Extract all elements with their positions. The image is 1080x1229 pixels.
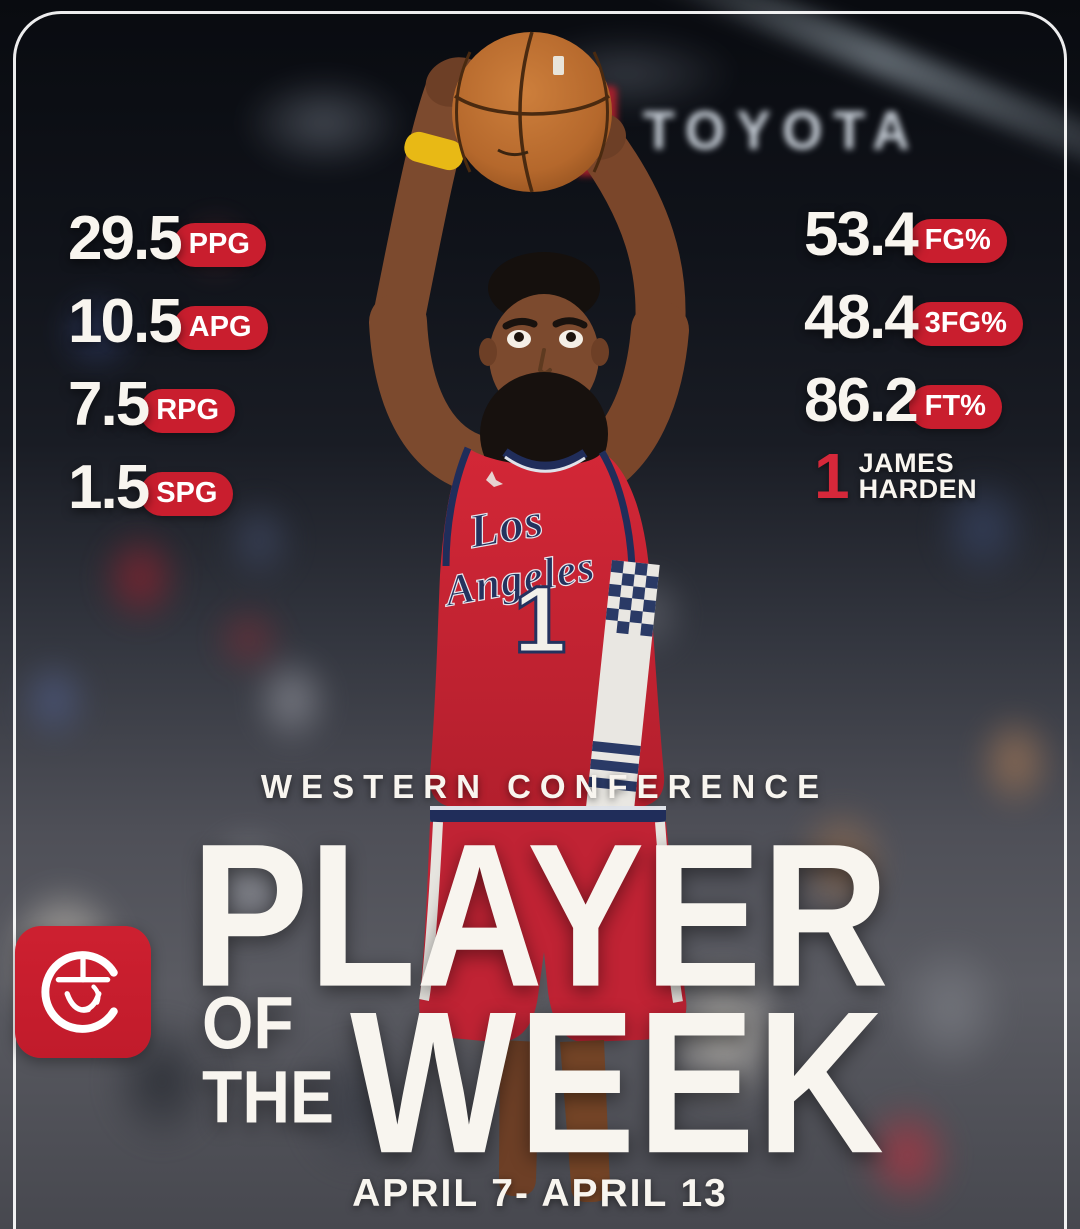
stat-row-3fg: 48.4 3FG% [804, 287, 1023, 349]
stat-row-spg: 1.5 SPG [68, 457, 268, 519]
title-the: THE [202, 1055, 334, 1139]
stat-value-ppg: 29.5 [68, 204, 183, 273]
nba-logo-icon [553, 56, 564, 75]
player-first-name: JAMES [858, 448, 955, 478]
stat-value-fg: 53.4 [804, 200, 919, 269]
stat-row-fg: 53.4 FG% [804, 204, 1023, 266]
player-rank-block: 1 JAMES HARDEN [814, 440, 978, 512]
jersey-number: 1 [514, 567, 567, 673]
stats-right-column: 53.4 FG% 48.4 3FG% 86.2 FT% [804, 204, 1023, 453]
rank-number: 1 [814, 440, 850, 512]
jersey: Los Angeles 1 [429, 446, 665, 814]
jumpman-logo-icon [486, 471, 503, 487]
ball-brand-mark [497, 148, 529, 157]
stat-value-ft: 86.2 [804, 366, 919, 435]
yellow-wristband [404, 131, 464, 171]
stat-label-apg: APG [172, 306, 268, 350]
stat-label-3fg: 3FG% [908, 302, 1023, 346]
stat-value-apg: 10.5 [68, 287, 183, 356]
stat-label-rpg: RPG [140, 389, 236, 433]
shorts [419, 806, 687, 1043]
team-badge [15, 926, 151, 1058]
stat-label-ppg: PPG [172, 223, 266, 267]
stat-label-ft: FT% [908, 385, 1002, 429]
stat-row-ppg: 29.5 PPG [68, 208, 268, 270]
date-range: APRIL 7- APRIL 13 [352, 1172, 728, 1215]
stat-row-ft: 86.2 FT% [804, 370, 1023, 432]
title-player: PLAYER [191, 802, 889, 1030]
title-of: OF [202, 981, 294, 1065]
poster-border-frame [13, 11, 1067, 1229]
stat-value-spg: 1.5 [68, 453, 150, 522]
stat-label-fg: FG% [908, 219, 1007, 263]
stat-row-rpg: 7.5 RPG [68, 374, 268, 436]
basketball [452, 31, 612, 193]
stat-value-rpg: 7.5 [68, 370, 150, 439]
clippers-logo-icon [41, 951, 118, 1033]
title-week: WEEK [350, 970, 886, 1196]
arena-signage-text: TOYOTA [643, 100, 921, 162]
stat-row-apg: 10.5 APG [68, 291, 268, 353]
player-last-name: HARDEN [858, 474, 978, 504]
player-legs [498, 1040, 610, 1202]
player-head [479, 252, 609, 496]
conference-label: WESTERN CONFERENCE [260, 768, 829, 805]
stat-value-3fg: 48.4 [804, 283, 919, 352]
player-name: JAMES HARDEN [858, 448, 978, 504]
stat-label-spg: SPG [140, 472, 234, 516]
stats-left-column: 29.5 PPG 10.5 APG 7.5 RPG 1.5 SPG [68, 208, 268, 540]
jersey-side-panel [585, 560, 660, 814]
